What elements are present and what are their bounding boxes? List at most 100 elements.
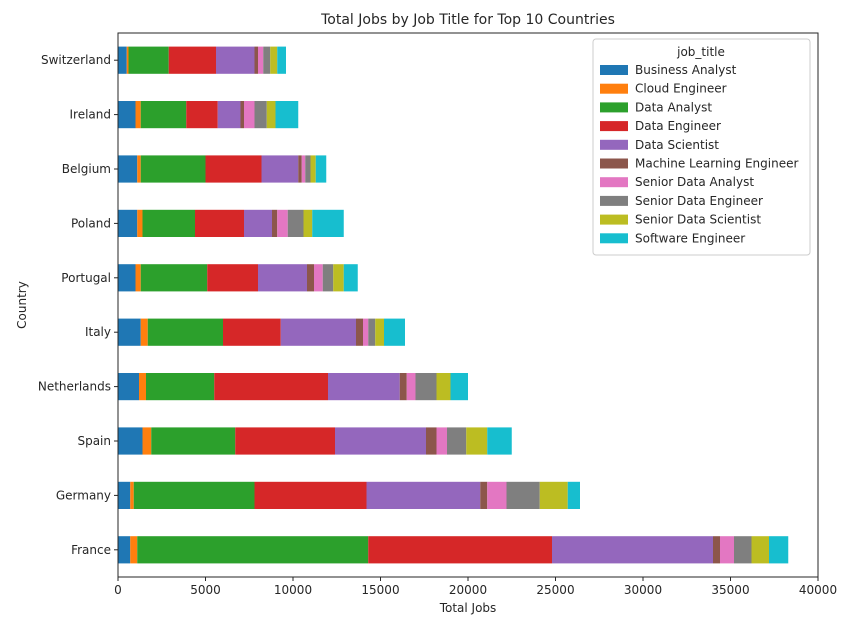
- bar-italy-machine-learning-engineer: [356, 318, 363, 346]
- bar-france-senior-data-scientist: [751, 536, 769, 564]
- x-tick-label: 0: [114, 583, 122, 597]
- x-tick-label: 40000: [799, 583, 837, 597]
- bar-netherlands-senior-data-analyst: [406, 373, 416, 401]
- bar-belgium-machine-learning-engineer: [298, 155, 302, 183]
- bar-germany-senior-data-scientist: [539, 481, 568, 509]
- bar-netherlands-cloud-engineer: [139, 373, 146, 401]
- x-tick-label: 10000: [274, 583, 312, 597]
- bar-france-business-analyst: [118, 536, 131, 564]
- bar-spain-software-engineer: [487, 427, 512, 455]
- bar-netherlands-data-analyst: [146, 373, 215, 401]
- bar-belgium-senior-data-scientist: [310, 155, 316, 183]
- legend-swatch-senior-data-engineer: [600, 195, 628, 206]
- bar-italy-data-analyst: [147, 318, 223, 346]
- bar-germany-cloud-engineer: [130, 481, 134, 509]
- bar-spain-data-engineer: [235, 427, 335, 455]
- bar-france-machine-learning-engineer: [713, 536, 720, 564]
- bar-italy-senior-data-analyst: [363, 318, 369, 346]
- bar-france-senior-data-engineer: [734, 536, 752, 564]
- bar-spain-business-analyst: [118, 427, 143, 455]
- bar-belgium-software-engineer: [315, 155, 327, 183]
- bar-belgium-senior-data-analyst: [301, 155, 306, 183]
- bar-italy-software-engineer: [384, 318, 405, 346]
- bar-france-software-engineer: [769, 536, 789, 564]
- bar-portugal-senior-data-scientist: [333, 264, 344, 292]
- bar-belgium-data-scientist: [261, 155, 299, 183]
- bar-ireland-data-analyst: [140, 101, 187, 129]
- x-axis-ticks: 0 5000 10000 15000 20000 25000 30000 35000 40000: [114, 577, 837, 597]
- y-tick-label-spain: Spain: [77, 434, 111, 448]
- y-axis-ticks: France Germany Spain Netherlands Italy Portug…: [38, 53, 118, 557]
- bar-poland-business-analyst: [118, 209, 138, 237]
- legend-label-senior-data-analyst: Senior Data Analyst: [635, 175, 754, 189]
- bar-switzerland-senior-data-engineer: [263, 46, 271, 74]
- bar-switzerland-senior-data-scientist: [270, 46, 278, 74]
- bar-france-cloud-engineer: [130, 536, 138, 564]
- bar-poland-cloud-engineer: [137, 209, 143, 237]
- legend-frame: [592, 38, 811, 256]
- bar-ireland-data-scientist: [217, 101, 241, 129]
- bar-germany-machine-learning-engineer: [480, 481, 488, 509]
- bar-ireland-business-analyst: [118, 101, 136, 129]
- bar-france-data-engineer: [368, 536, 552, 564]
- legend-swatch-data-engineer: [600, 121, 628, 132]
- bar-switzerland-machine-learning-engineer: [254, 46, 258, 74]
- bar-portugal-data-engineer: [207, 264, 258, 292]
- bar-italy-data-engineer: [223, 318, 281, 346]
- y-axis-label: Country: [15, 281, 29, 329]
- bar-poland-data-engineer: [195, 209, 244, 237]
- legend-label-machine-learning-engineer: Machine Learning Engineer: [635, 157, 798, 171]
- x-tick-label: 20000: [449, 583, 487, 597]
- y-tick-label-poland: Poland: [71, 216, 111, 230]
- bar-spain-senior-data-scientist: [466, 427, 488, 455]
- bar-netherlands-business-analyst: [118, 373, 139, 401]
- bar-germany-data-scientist: [366, 481, 481, 509]
- bar-italy-senior-data-engineer: [368, 318, 376, 346]
- legend-swatch-data-scientist: [600, 139, 628, 150]
- chart-title: Total Jobs by Job Title for Top 10 Count…: [320, 12, 615, 28]
- y-tick-label-france: France: [71, 543, 111, 557]
- bar-spain-cloud-engineer: [142, 427, 152, 455]
- bar-poland-senior-data-engineer: [287, 209, 304, 237]
- bar-italy-cloud-engineer: [140, 318, 148, 346]
- bar-switzerland-data-analyst: [128, 46, 169, 74]
- bar-spain-senior-data-analyst: [436, 427, 447, 455]
- bar-ireland-cloud-engineer: [135, 101, 141, 129]
- bar-italy-data-scientist: [280, 318, 356, 346]
- bar-ireland-senior-data-engineer: [254, 101, 267, 129]
- x-tick-label: 30000: [624, 583, 662, 597]
- bar-italy-senior-data-scientist: [375, 318, 384, 346]
- bar-france-data-scientist: [552, 536, 713, 564]
- bar-switzerland-data-scientist: [216, 46, 255, 74]
- bar-portugal-software-engineer: [343, 264, 358, 292]
- bar-portugal-senior-data-analyst: [314, 264, 323, 292]
- y-tick-label-portugal: Portugal: [61, 271, 111, 285]
- bar-ireland-software-engineer: [275, 101, 299, 129]
- bar-belgium-business-analyst: [118, 155, 138, 183]
- bar-france-senior-data-analyst: [720, 536, 734, 564]
- bar-netherlands-machine-learning-engineer: [399, 373, 407, 401]
- bar-poland-data-scientist: [244, 209, 272, 237]
- legend-label-software-engineer: Software Engineer: [635, 231, 745, 245]
- bar-ireland-data-engineer: [186, 101, 218, 129]
- legend-label-data-scientist: Data Scientist: [635, 138, 719, 152]
- x-tick-label: 15000: [361, 583, 399, 597]
- bar-netherlands-data-engineer: [214, 373, 328, 401]
- bar-ireland-senior-data-scientist: [266, 101, 276, 129]
- bar-belgium-data-analyst: [140, 155, 206, 183]
- bar-germany-senior-data-engineer: [506, 481, 540, 509]
- legend-swatch-senior-data-analyst: [600, 177, 628, 188]
- y-tick-label-switzerland: Switzerland: [41, 53, 111, 67]
- legend: job_title Business Analyst Cloud Engineer…: [592, 38, 811, 256]
- y-tick-label-germany: Germany: [56, 488, 111, 502]
- legend-label-senior-data-scientist: Senior Data Scientist: [635, 213, 761, 227]
- bar-poland-software-engineer: [312, 209, 344, 237]
- legend-label-data-analyst: Data Analyst: [635, 100, 712, 114]
- bar-germany-data-analyst: [133, 481, 255, 509]
- y-tick-label-netherlands: Netherlands: [38, 380, 111, 394]
- bar-poland-senior-data-scientist: [303, 209, 313, 237]
- bar-poland-machine-learning-engineer: [272, 209, 278, 237]
- bar-italy-business-analyst: [118, 318, 141, 346]
- x-tick-label: 35000: [711, 583, 749, 597]
